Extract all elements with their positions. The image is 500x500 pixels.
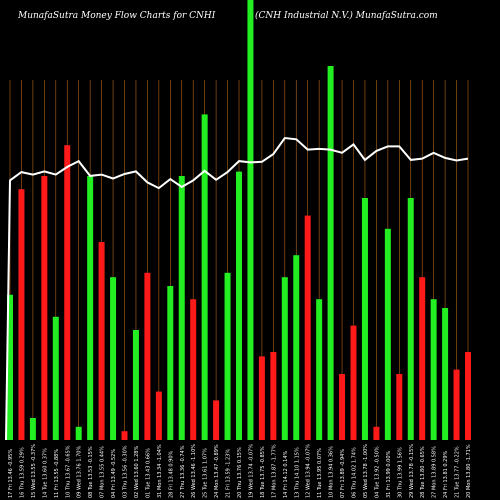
- money-flow-bar: [18, 189, 25, 440]
- money-flow-bar: [419, 277, 426, 440]
- money-flow-bar: [281, 277, 288, 440]
- x-tick-label: 28 Fri 13.48 0.90%: [168, 450, 174, 498]
- x-tick-label: 21 Tue 13.77 -0.22%: [455, 446, 461, 498]
- money-flow-bar: [339, 374, 346, 440]
- x-tick-label: 12 Wed 13.94 -0.07%: [306, 444, 312, 498]
- money-flow-bar: [52, 316, 59, 440]
- x-tick-label: 28 Tue 13.80 -0.65%: [420, 446, 426, 498]
- x-tick-label: 14 Fri 14.12 0.14%: [283, 450, 289, 498]
- money-flow-bar: [201, 114, 208, 441]
- money-flow-bar: [64, 145, 71, 440]
- money-flow-bar: [373, 426, 380, 440]
- money-flow-bar: [361, 198, 368, 440]
- x-tick-label: 14 Tue 13.60 0.37%: [42, 448, 48, 498]
- x-tick-label: 13 Thu 14.10 1.15%: [294, 447, 300, 498]
- x-tick-label: 10 Thu 13.67 -0.65%: [65, 445, 71, 498]
- x-tick-label: 19 Wed 13.74 -0.07%: [248, 444, 254, 498]
- x-tick-label: 06 Thu 14.02 1.74%: [352, 447, 358, 498]
- money-flow-bar: [270, 352, 277, 440]
- money-flow-bar: [430, 299, 437, 440]
- money-flow-bar: [144, 272, 151, 440]
- money-flow-bar: [132, 330, 139, 440]
- x-tick-label: 17 Fri 13.46 -0.95%: [8, 449, 14, 498]
- money-flow-bar: [167, 286, 174, 440]
- money-flow-bar: [384, 228, 391, 440]
- money-flow-bar: [178, 176, 185, 440]
- money-flow-bar: [327, 66, 334, 440]
- x-tick-label: 31 Fri 13.99 0.00%: [386, 450, 392, 498]
- x-tick-label: 24 Mon 13.47 -0.89%: [214, 444, 220, 498]
- x-tick-label: 21 Fri 13.59 -1.23%: [226, 449, 232, 498]
- bars: [7, 0, 471, 441]
- chart-title: MunafaSutra Money Flow Charts for CNHI: [18, 11, 216, 21]
- x-tick-label: 04 Fri 13.49 -0.52%: [111, 449, 117, 498]
- x-tick-label: 11 Fri 13.55 -0.88%: [54, 449, 60, 498]
- x-tick-label: 15 Wed 13.55 -0.37%: [31, 444, 37, 498]
- money-flow-bar: [407, 198, 414, 440]
- money-flow-bar: [350, 325, 357, 440]
- money-flow-bar: [258, 356, 265, 440]
- x-tick-label: 18 Tue 13.75 -0.85%: [260, 446, 266, 498]
- money-flow-bar: [7, 294, 13, 440]
- x-tick-label: 27 Mon 13.89 0.58%: [432, 446, 438, 498]
- x-tick-label: 26 Wed 13.46 -1.10%: [191, 444, 197, 498]
- chart-subtitle: (CNH Industrial N.V.) MunafaSutra.com: [255, 11, 438, 21]
- x-tick-label: 24 Fri 13.81 0.29%: [443, 450, 449, 498]
- x-tick-label: 03 Thu 13.56 -0.30%: [123, 445, 129, 498]
- x-tick-label: 02 Wed 13.60 1.28%: [134, 446, 140, 498]
- money-flow-bar: [316, 299, 323, 440]
- x-tick-label: 30 Thu 13.99 1.56%: [397, 447, 403, 498]
- x-tick-label: 01 Tue 13.43 0.66%: [145, 448, 151, 498]
- x-tick-label: 16 Thu 13.59 0.29%: [19, 447, 25, 498]
- x-tick-label: 27 Thu 13.36 -0.74%: [180, 445, 186, 498]
- x-tick-label: 29 Wed 13.78 -0.15%: [409, 444, 415, 498]
- x-tick-label: 07 Fri 13.89 -0.94%: [340, 449, 346, 498]
- x-tick-label: 09 Wed 13.76 1.70%: [77, 446, 83, 498]
- money-flow-bar: [293, 255, 300, 440]
- x-tick-label: 05 Wed 13.78 -1.00%: [363, 444, 369, 498]
- money-flow-bar: [190, 299, 197, 440]
- money-flow-bar: [155, 391, 162, 440]
- money-flow-bar: [75, 426, 82, 440]
- money-flow-bar: [213, 400, 220, 440]
- money-flow-bar: [110, 277, 117, 440]
- price-line-group: [5, 136, 469, 441]
- x-tick-label: 10 Mon 13.94 0.36%: [329, 446, 335, 498]
- money-flow-bar: [121, 431, 128, 440]
- money-flow-bar: [396, 374, 403, 440]
- x-tick-label: 20 Thu 13.76 0.15%: [237, 447, 243, 498]
- money-flow-bar: [465, 352, 471, 440]
- money-flow-bar: [98, 242, 105, 440]
- money-flow-bar: [236, 171, 242, 440]
- money-flow-bar: [41, 176, 48, 440]
- x-tick-label: 08 Tue 13.53 -0.15%: [88, 446, 94, 498]
- money-flow-bar: [87, 176, 94, 440]
- money-flow-bar: [247, 0, 254, 440]
- x-tick-label: 04 Tue 13.92 -0.50%: [374, 446, 380, 498]
- money-flow-bar: [304, 215, 311, 440]
- x-tick-label: 20 Mon 13.80 -1.71%: [466, 444, 472, 498]
- x-tick-label: 25 Tue 13.61 1.07%: [203, 448, 209, 498]
- x-tick-label: 31 Mon 13.34 -1.04%: [157, 444, 163, 498]
- money-flow-bar: [442, 308, 449, 440]
- price-line: [5, 136, 469, 441]
- x-tick-label: 11 Tue 13.95 0.07%: [317, 448, 323, 498]
- x-tick-labels: 17 Fri 13.46 -0.95% 16 Thu 13.59 0.29% 15 …: [8, 444, 472, 498]
- money-flow-bar: [224, 272, 231, 440]
- x-tick-label: 07 Mon 13.55 0.44%: [100, 446, 106, 498]
- x-tick-label: 17 Mon 13.87 -1.77%: [271, 444, 277, 498]
- money-flow-bar: [29, 418, 36, 440]
- money-flow-bar: [453, 369, 460, 440]
